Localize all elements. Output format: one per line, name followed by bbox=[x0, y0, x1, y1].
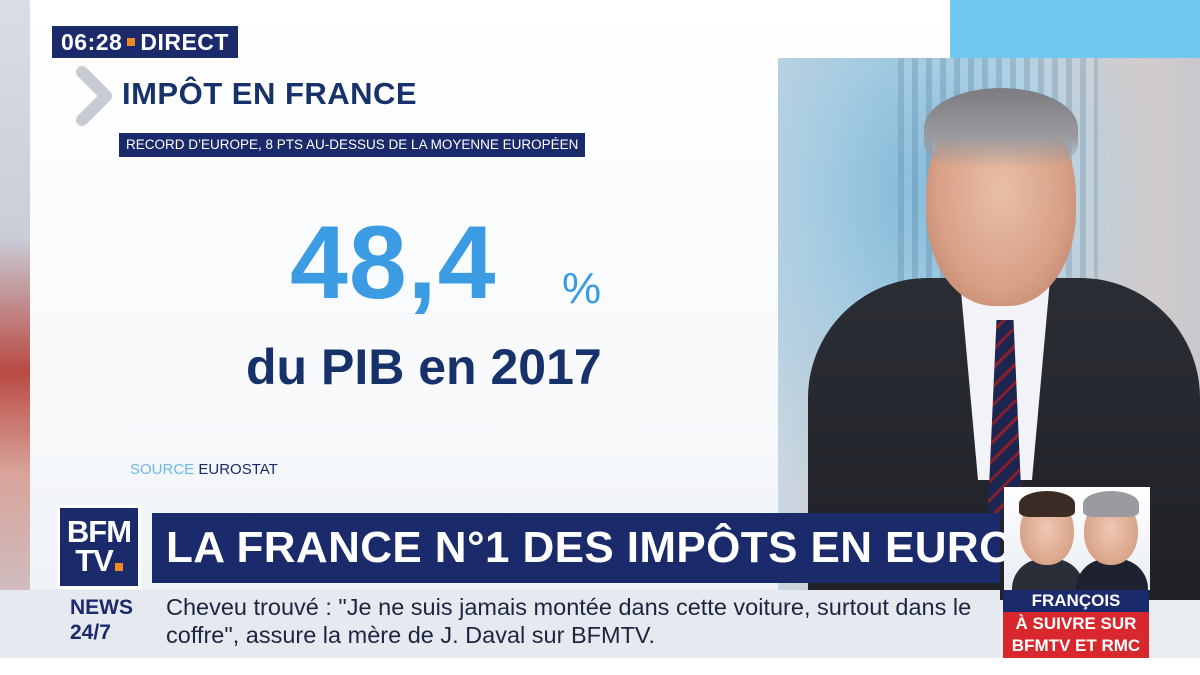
orange-square-icon bbox=[127, 38, 136, 46]
guest-promo-line-1: À SUIVRE SUR bbox=[1015, 614, 1137, 633]
guest-photo bbox=[1004, 487, 1150, 590]
stat-caption: du PIB en 2017 bbox=[246, 339, 602, 395]
news-label-line-1: NEWS bbox=[70, 596, 133, 619]
clock-live-badge: 06:28 DIRECT bbox=[52, 26, 238, 58]
presenter-hair bbox=[924, 88, 1078, 168]
headline-banner: LA FRANCE N°1 DES IMPÔTS EN EUROPE bbox=[152, 513, 1073, 583]
source-label: SOURCE bbox=[130, 461, 195, 478]
headline-text: LA FRANCE N°1 DES IMPÔTS EN EUROPE bbox=[166, 523, 1074, 572]
source-name: EUROSTAT bbox=[198, 461, 278, 478]
orange-square-icon bbox=[114, 563, 123, 571]
live-label: DIRECT bbox=[140, 28, 229, 55]
chevron-right-icon bbox=[76, 66, 112, 126]
news-label-line-2: 24/7 bbox=[70, 621, 111, 644]
bfmtv-logo: BFM TV bbox=[57, 505, 141, 589]
news-ticker bbox=[0, 590, 1000, 658]
guest-left-hair bbox=[1019, 491, 1075, 517]
top-right-accent-bar bbox=[950, 0, 1200, 60]
logo-line-1: BFM bbox=[66, 514, 132, 550]
guest-name: FRANÇOIS RUFFIN bbox=[1003, 590, 1149, 632]
bottom-strip bbox=[0, 658, 1200, 675]
stat-value: 48,4 bbox=[290, 205, 497, 321]
topic-subtitle: RECORD D’EUROPE, 8 PTS AU-DESSUS DE LA M… bbox=[119, 133, 586, 157]
logo-line-2: TV bbox=[75, 545, 123, 576]
source-line: SOURCE EUROSTAT bbox=[130, 461, 278, 478]
guest-promo-line-2: BFMTV ET RMC bbox=[1011, 636, 1141, 655]
studio-video-frame bbox=[778, 58, 1200, 600]
stat-unit: % bbox=[562, 264, 602, 313]
topic-title: IMPÔT EN FRANCE bbox=[122, 76, 418, 111]
ticker-text: Cheveu trouvé : "Je ne suis jamais monté… bbox=[166, 594, 972, 648]
guest-right-hair bbox=[1083, 491, 1139, 517]
clock-time: 06:28 bbox=[61, 28, 123, 55]
guest-promo: À SUIVRE SUR BFMTV ET RMC bbox=[1003, 612, 1149, 658]
news-24-7-label: NEWS 24/7 bbox=[70, 595, 150, 645]
background-strip bbox=[0, 0, 30, 675]
